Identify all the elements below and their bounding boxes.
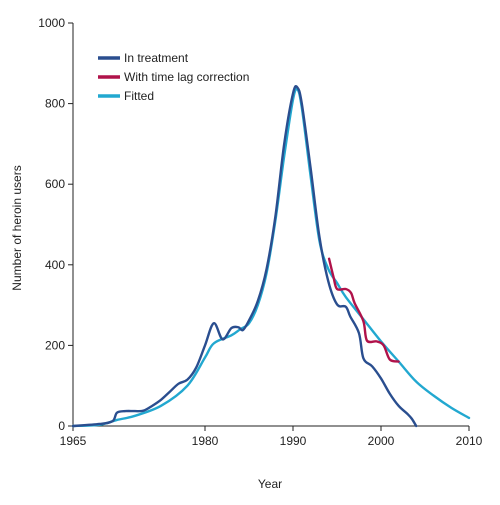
y-tick-label: 800 (45, 97, 65, 111)
x-tick-label: 1990 (280, 434, 307, 448)
axes: 0 200 400 600 800 1000 1965 1980 1990 2000 2010 (38, 16, 482, 448)
x-tick-label: 2000 (368, 434, 395, 448)
y-tick-label: 400 (45, 258, 65, 272)
x-tick-label: 2010 (456, 434, 483, 448)
x-axis-title: Year (258, 477, 282, 491)
legend-label-fitted: Fitted (124, 89, 154, 103)
legend-label-in-treatment: In treatment (124, 51, 189, 65)
x-tick-label: 1965 (60, 434, 87, 448)
series-line-fitted (71, 87, 471, 428)
y-axis-title: Number of heroin users (10, 165, 24, 290)
y-tick-label: 600 (45, 177, 65, 191)
y-tick-label: 200 (45, 338, 65, 352)
series-line-with-time-lag-correction (327, 257, 400, 363)
x-tick-label: 1980 (192, 434, 219, 448)
legend-label-with-time-lag-correction: With time lag correction (124, 70, 249, 84)
series-layer (71, 84, 471, 428)
y-tick-label: 0 (58, 419, 65, 433)
series-line-in-treatment (71, 84, 418, 428)
y-tick-label: 1000 (38, 16, 65, 30)
legend: In treatment With time lag correction Fitt… (98, 51, 249, 103)
